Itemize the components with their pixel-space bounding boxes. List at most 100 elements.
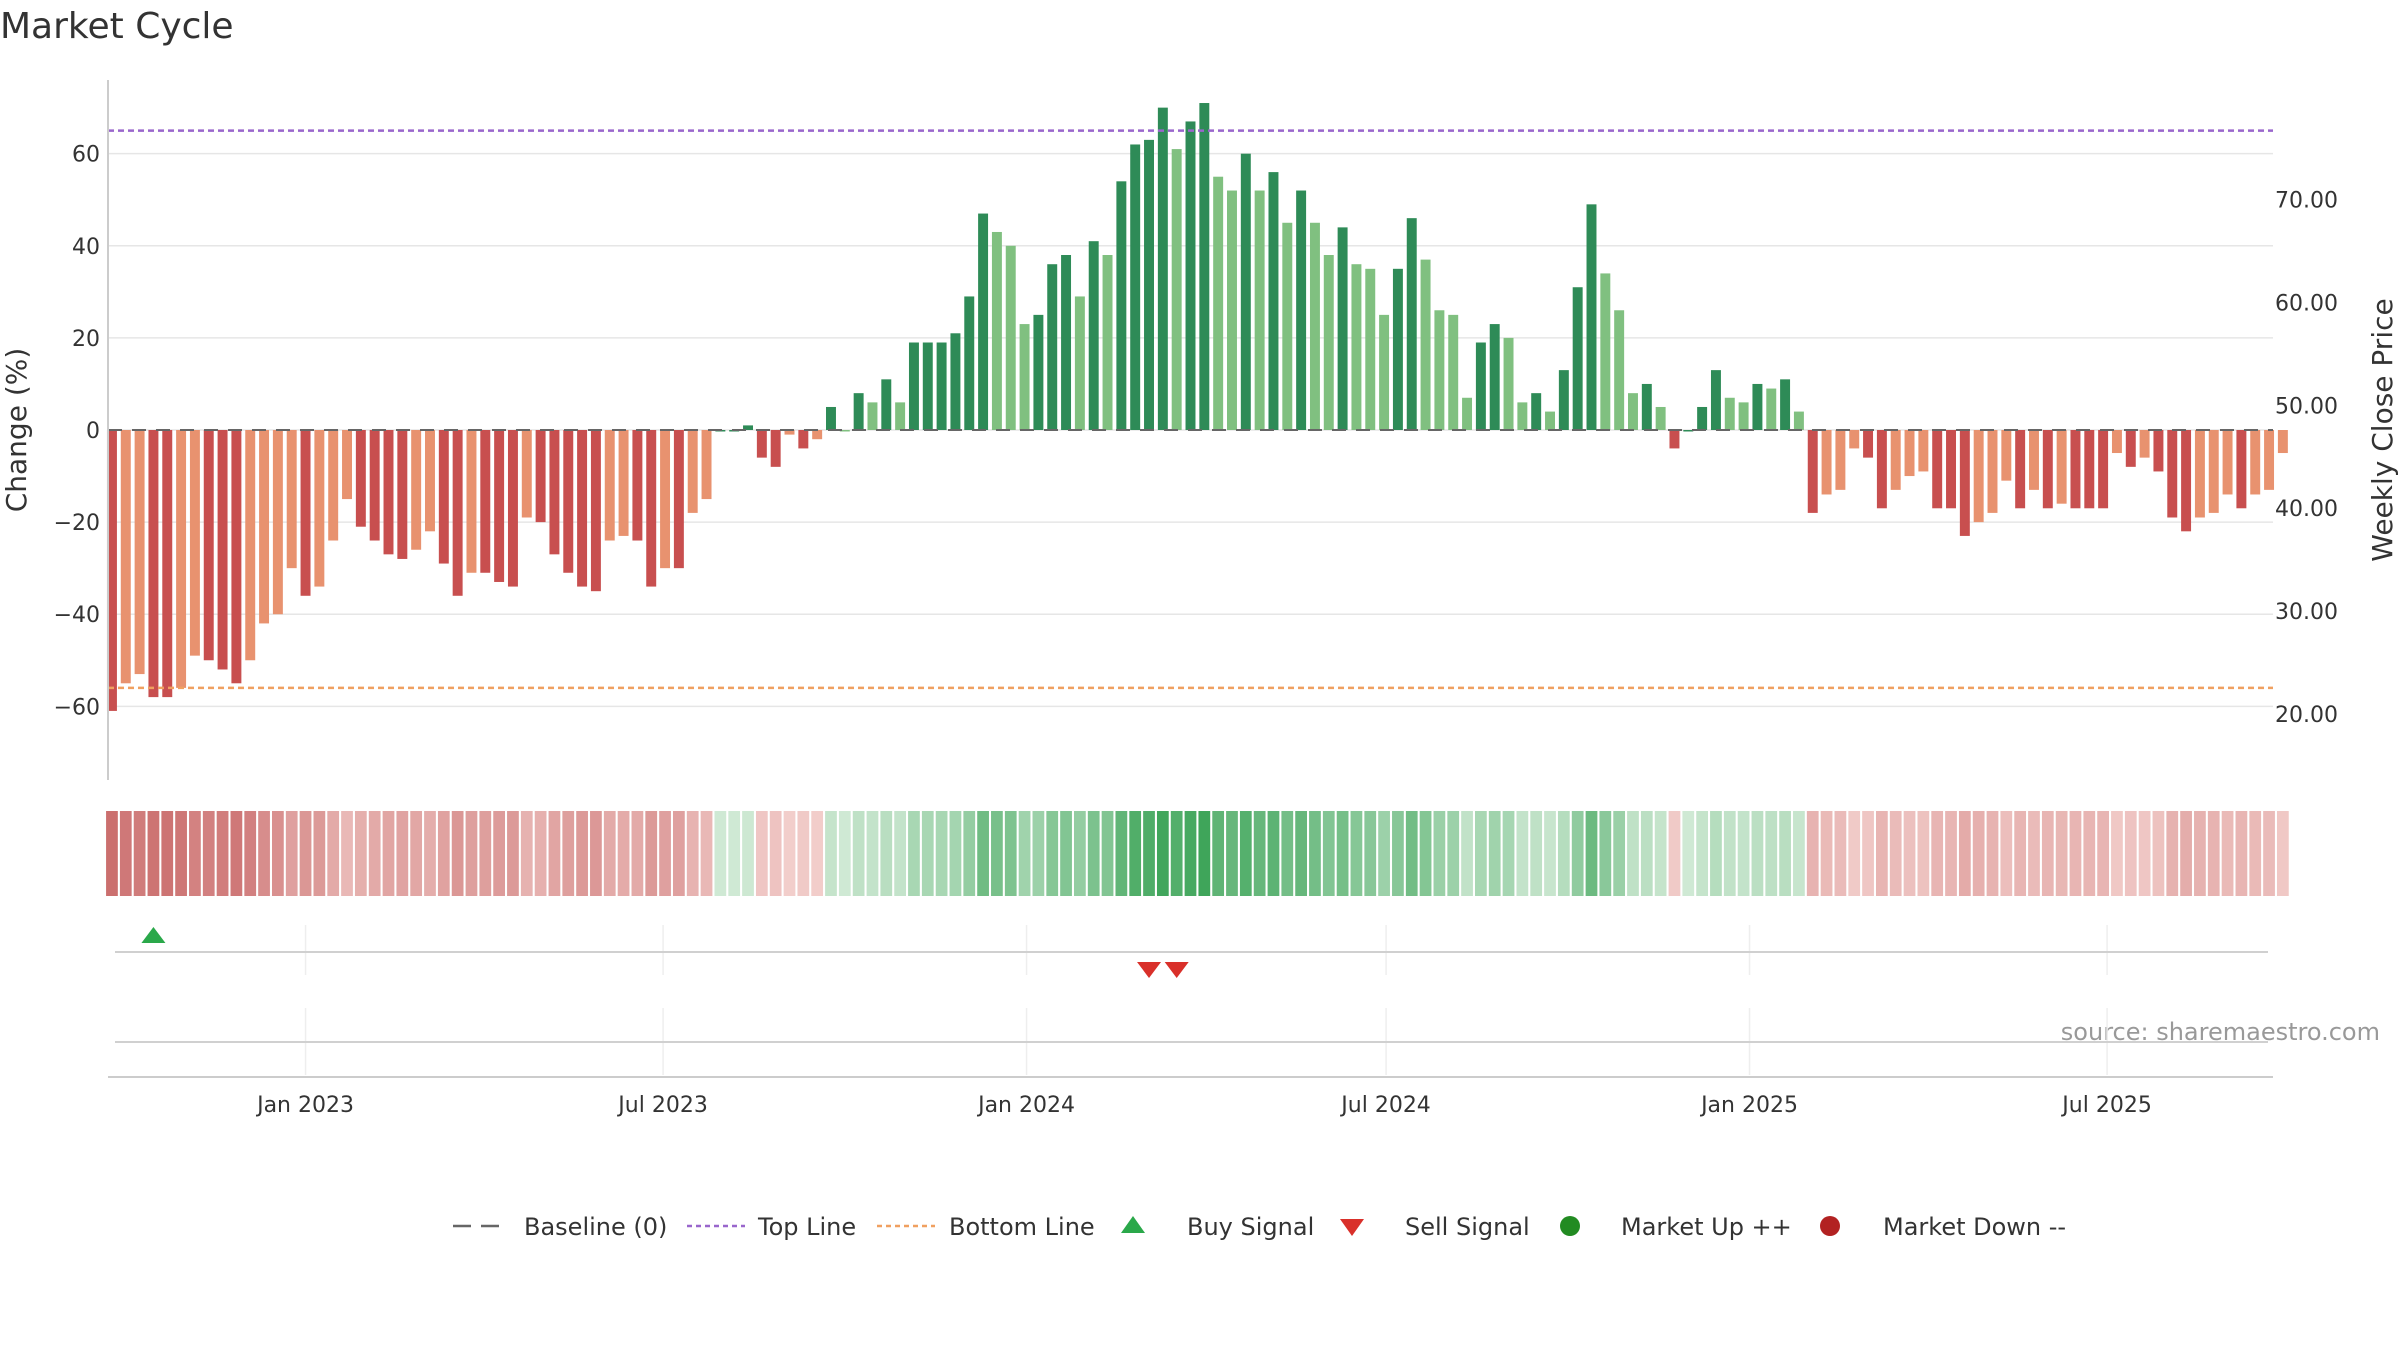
change-bar [162, 430, 173, 698]
heat-cell [285, 811, 298, 896]
heat-cell [963, 811, 976, 896]
heat-cell [534, 811, 547, 896]
y-axis-title: Change (%) [0, 348, 33, 513]
heat-cell [631, 811, 644, 896]
heat-cell [562, 811, 575, 896]
legend-label-top: Top Line [757, 1213, 856, 1241]
heat-cell [1405, 811, 1418, 896]
change-bar [1890, 430, 1901, 490]
change-bar [618, 430, 629, 536]
change-bar [826, 406, 836, 430]
heat-cell [2263, 811, 2275, 896]
heat-cell [1156, 811, 1169, 896]
change-bar [1821, 430, 1832, 495]
legend-label-up: Market Up ++ [1621, 1213, 1792, 1241]
heat-cell [1696, 811, 1708, 896]
heat-cell [742, 811, 754, 896]
heat-cell [1737, 811, 1750, 896]
change-bar [494, 430, 505, 582]
y-tick-label: 40 [72, 235, 100, 260]
heat-cell [590, 811, 602, 896]
change-bar [743, 425, 753, 430]
change-bar [2111, 430, 2122, 454]
heat-cell [382, 811, 395, 896]
heat-cell [1129, 811, 1142, 896]
change-bar [1946, 430, 1956, 509]
legend-up-icon [1560, 1216, 1580, 1236]
heat-cell [2221, 811, 2234, 896]
heat-cell [272, 811, 284, 896]
change-bar [1475, 342, 1486, 430]
change-bar [466, 430, 477, 573]
change-bar [507, 430, 518, 587]
change-bar [1088, 241, 1099, 430]
heat-cell [451, 811, 464, 896]
heat-cell [1544, 811, 1556, 896]
heat-cell [1074, 811, 1086, 896]
change-bar [1392, 268, 1403, 430]
heat-cell [175, 811, 187, 896]
heat-cell [1295, 811, 1307, 896]
heat-cell [769, 811, 782, 896]
change-bar [1669, 430, 1680, 449]
heat-cell [825, 811, 837, 896]
heat-cell [1889, 811, 1902, 896]
heat-cell [576, 811, 588, 896]
heat-cell [189, 811, 201, 896]
change-bar [1600, 273, 1611, 430]
change-bar [839, 430, 850, 432]
change-bar [134, 430, 145, 675]
heat-cell [1488, 811, 1501, 896]
heat-cell [1253, 811, 1266, 896]
heat-cell [2207, 811, 2220, 896]
heat-cell [1834, 811, 1847, 896]
heat-cell [341, 811, 353, 896]
change-bar [604, 430, 615, 541]
change-bar [383, 430, 394, 555]
y2-tick-label: 40.00 [2275, 497, 2338, 522]
change-bar [1849, 430, 1860, 449]
change-bar [438, 430, 449, 564]
heat-cell [991, 811, 1003, 896]
legend-label-baseline: Baseline (0) [524, 1213, 667, 1241]
change-bar [1102, 255, 1113, 430]
heat-cell [493, 811, 505, 896]
heat-cell [2069, 811, 2082, 896]
change-bar [978, 213, 989, 430]
heat-cell [2083, 811, 2096, 896]
change-bar [2153, 430, 2164, 472]
change-bar [687, 430, 698, 513]
heat-cell [977, 811, 989, 896]
change-bar [812, 430, 823, 440]
change-bar [480, 430, 491, 573]
change-bar [1282, 222, 1293, 430]
change-bar [1710, 370, 1721, 430]
change-bar [1545, 411, 1555, 430]
heat-cell [1309, 811, 1321, 896]
change-bar [328, 430, 339, 541]
change-bar [2084, 430, 2095, 509]
change-bar [259, 430, 270, 624]
change-bar [369, 430, 380, 541]
heat-cell [1903, 811, 1916, 896]
change-bar [355, 430, 366, 527]
heat-cell [1378, 811, 1390, 896]
y2-axis-title: Weekly Close Price [2366, 298, 2399, 561]
change-bar [1462, 397, 1473, 430]
change-bar [1614, 310, 1625, 430]
heat-cell [161, 811, 174, 896]
y2-tick-label: 50.00 [2275, 394, 2338, 419]
change-bar [1323, 255, 1334, 430]
heat-cell [1779, 811, 1791, 896]
heat-cell [1461, 811, 1473, 896]
heat-cell [949, 811, 962, 896]
heat-cell [1599, 811, 1612, 896]
x-tick-label: Jan 2024 [976, 1093, 1075, 1118]
change-bar [1365, 268, 1376, 430]
change-bar [1213, 176, 1224, 430]
change-bar [1835, 430, 1846, 490]
change-bar [1586, 204, 1597, 430]
change-bar [1531, 393, 1542, 430]
change-bar [1074, 296, 1085, 430]
